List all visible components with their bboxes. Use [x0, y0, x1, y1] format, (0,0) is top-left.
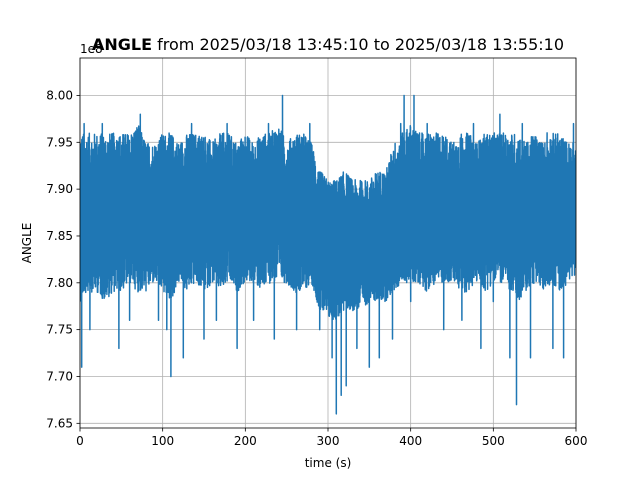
x-tick-label: 100: [151, 434, 174, 448]
y-tick-label: 7.80: [46, 276, 73, 290]
data-series: [80, 94, 576, 415]
y-tick-label: 7.90: [46, 182, 73, 196]
x-tick-label: 500: [482, 434, 505, 448]
chart-title-bold: ANGLE: [92, 35, 152, 54]
y-tick-label: 7.85: [46, 229, 73, 243]
x-tick-label: 300: [317, 434, 340, 448]
y-ticks: 7.65 7.70 7.75 7.80 7.85 7.90 7.95 8.00: [46, 88, 80, 430]
x-tick-label: 0: [76, 434, 84, 448]
y-offset-text: 1e8: [80, 42, 103, 56]
y-tick-label: 8.00: [46, 88, 73, 102]
x-axis-label: time (s): [305, 456, 352, 470]
y-tick-label: 7.75: [46, 323, 73, 337]
y-tick-label: 7.70: [46, 369, 73, 383]
x-ticks: 0 100 200 300 400 500 600: [76, 428, 587, 448]
x-tick-label: 600: [565, 434, 588, 448]
chart-title-rest: from 2025/03/18 13:45:10 to 2025/03/18 1…: [152, 35, 564, 54]
series-line-angle: [80, 94, 576, 415]
y-axis-label: ANGLE: [20, 223, 34, 264]
x-tick-label: 200: [234, 434, 257, 448]
y-tick-label: 7.95: [46, 135, 73, 149]
x-tick-label: 400: [399, 434, 422, 448]
chart-title: ANGLE from 2025/03/18 13:45:10 to 2025/0…: [92, 35, 564, 54]
y-tick-label: 7.65: [46, 416, 73, 430]
